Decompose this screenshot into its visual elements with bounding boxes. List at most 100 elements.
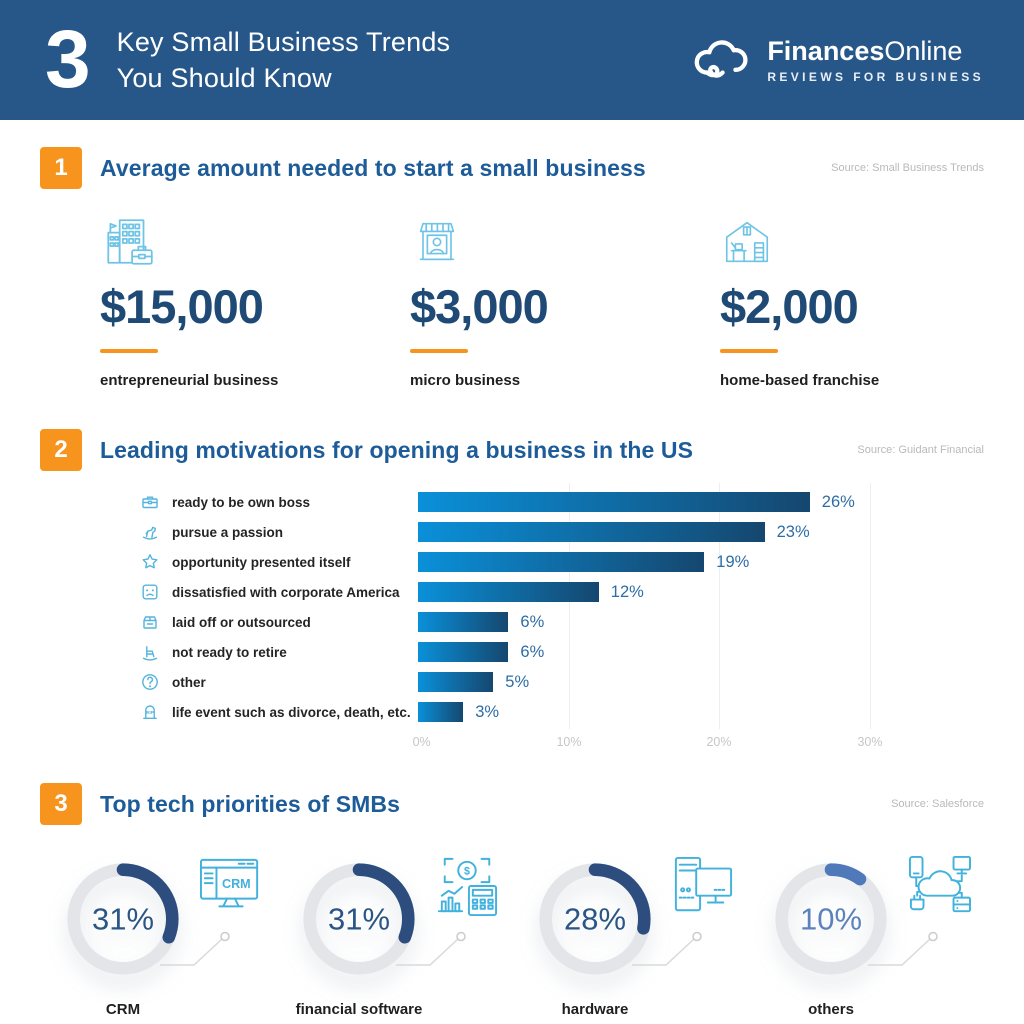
bar-label: ready to be own boss	[172, 494, 311, 510]
donut-chart-crm: 31%	[67, 863, 179, 975]
briefcase-icon	[140, 492, 162, 512]
stat-micro-business: $3,000 micro business	[410, 213, 720, 389]
stat-label: entrepreneurial business	[100, 372, 279, 389]
section2-title: Leading motivations for opening a busine…	[100, 436, 694, 463]
tech-hardware: 28%	[512, 856, 748, 1018]
bar-value: 3%	[475, 702, 500, 721]
box-icon	[140, 612, 162, 632]
bar-label: not ready to retire	[172, 644, 287, 660]
bar-value: 12%	[610, 582, 644, 601]
bar-not-ready-to-retire	[418, 642, 509, 662]
tech-others: 10%	[748, 855, 984, 1018]
question-circle-icon	[140, 672, 162, 692]
financial-software-icon: $	[432, 855, 502, 922]
bar-label: dissatisfied with corporate America	[172, 584, 400, 600]
tech-label: financial software	[295, 1001, 423, 1018]
bar-value: 5%	[505, 672, 530, 691]
brand-name: FinancesOnline	[767, 36, 984, 66]
page-title: Key Small Business Trends You Should Kno…	[117, 24, 451, 96]
svg-text:31%: 31%	[92, 902, 154, 937]
bar-label: laid off or outsourced	[172, 614, 311, 630]
bar-row: opportunity presented itself 19%	[140, 547, 984, 577]
cloud-logo-icon	[687, 34, 753, 87]
x-tick: 0%	[412, 735, 431, 749]
brand-logo: FinancesOnline REVIEWS FOR BUSINESS	[687, 34, 984, 87]
stat-label: home-based franchise	[720, 372, 880, 389]
bar-row: not ready to retire 6%	[140, 637, 984, 667]
stat-amount: $15,000	[100, 280, 264, 333]
rocking-chair-icon	[140, 642, 162, 662]
section3-badge: 3	[40, 783, 82, 825]
leader-line	[396, 931, 466, 966]
section3-title: Top tech priorities of SMBs	[100, 790, 401, 817]
motivations-bar-chart: ready to be own boss 26% pursue a passio…	[140, 483, 984, 755]
brand-name-bold: Finances	[767, 36, 885, 66]
bar-ready-to-be-own-boss	[418, 492, 810, 512]
office-building-icon	[100, 213, 410, 269]
bar-other	[418, 672, 494, 692]
bar-dissatisfied	[418, 582, 599, 602]
startup-cost-stats: $15,000 entrepreneurial business	[100, 213, 1024, 389]
gridline-20pct	[719, 483, 720, 729]
brand-tagline: REVIEWS FOR BUSINESS	[767, 70, 984, 84]
svg-text:10%: 10%	[800, 902, 862, 937]
bar-label: pursue a passion	[172, 524, 284, 540]
svg-text:31%: 31%	[328, 902, 390, 937]
stat-label: micro business	[410, 372, 521, 389]
section3-source: Source: Salesforce	[891, 798, 984, 810]
tech-crm: 31% CRM	[40, 858, 276, 1018]
bar-row: pursue a passion 23%	[140, 517, 984, 547]
tech-financial-software: 31% $	[276, 857, 512, 1018]
section-motivations: 2 Leading motivations for opening a busi…	[0, 429, 1024, 755]
bar-row: other 5%	[140, 667, 984, 697]
gridline-10pct	[569, 483, 570, 729]
storefront-icon	[410, 213, 720, 269]
bar-laid-off	[418, 612, 509, 632]
x-tick: 10%	[556, 735, 582, 749]
rocking-horse-icon	[140, 522, 162, 542]
bar-pursue-a-passion	[418, 522, 765, 542]
svg-text:CRM: CRM	[222, 877, 251, 891]
stat-amount: $3,000	[410, 280, 549, 333]
cloud-network-icon	[904, 855, 974, 922]
brand-name-light: Online	[884, 36, 963, 66]
stat-entrepreneurial: $15,000 entrepreneurial business	[100, 213, 410, 389]
bar-row: RIP life event such as divorce, death, e…	[140, 697, 984, 727]
bar-value: 6%	[520, 642, 545, 661]
bar-label: opportunity presented itself	[172, 554, 351, 570]
bar-row: dissatisfied with corporate America 12%	[140, 577, 984, 607]
section-average-startup-cost: 1 Average amount needed to start a small…	[0, 147, 1024, 389]
tech-donuts: 31% CRM	[40, 855, 1024, 1018]
tech-label: CRM	[105, 1001, 141, 1018]
bar-value: 23%	[776, 522, 810, 541]
svg-text:$: $	[464, 865, 470, 877]
crm-monitor-icon: CRM	[196, 855, 266, 922]
orange-rule	[720, 349, 778, 353]
page-title-line1: Key Small Business Trends	[116, 27, 451, 57]
section1-badge: 1	[40, 147, 82, 189]
donut-chart-hardware: 28%	[539, 863, 651, 975]
bar-value: 19%	[716, 552, 750, 571]
bar-row: ready to be own boss 26%	[140, 487, 984, 517]
section1-title: Average amount needed to start a small b…	[100, 154, 646, 181]
leader-line	[632, 931, 702, 966]
section-tech-priorities: 3 Top tech priorities of SMBs Source: Sa…	[0, 783, 1024, 1018]
orange-rule	[100, 349, 158, 353]
tech-label: others	[808, 1001, 854, 1018]
x-tick: 30%	[857, 735, 883, 749]
computer-hardware-icon	[668, 855, 738, 922]
bar-opportunity	[418, 552, 705, 572]
header-banner: 3 Key Small Business Trends You Should K…	[0, 0, 1024, 120]
home-office-icon	[720, 213, 879, 269]
bar-label: other	[172, 674, 206, 690]
header-count: 3	[45, 14, 91, 105]
x-axis: 0% 10% 20% 30%	[413, 731, 984, 755]
bar-row: laid off or outsourced 6%	[140, 607, 984, 637]
tech-label: hardware	[561, 1001, 629, 1018]
donut-chart-others: 10%	[775, 863, 887, 975]
bar-value: 26%	[821, 492, 855, 511]
section1-source: Source: Small Business Trends	[831, 162, 984, 174]
section2-badge: 2	[40, 429, 82, 471]
stat-home-franchise: $2,000 home-based franchise	[720, 213, 879, 389]
